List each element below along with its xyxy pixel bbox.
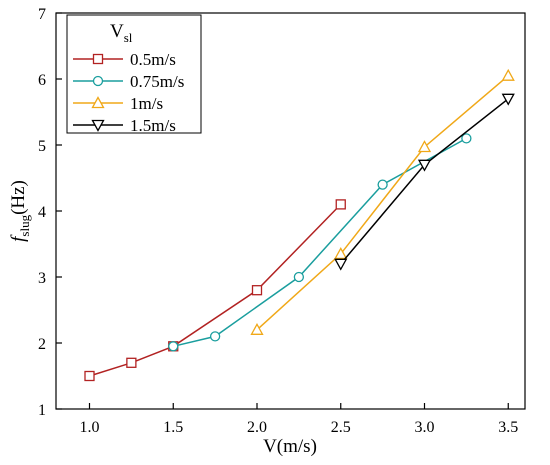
- legend-item: 1.5m/s: [73, 116, 176, 135]
- legend: Vsl 0.5m/s 0.75m/s 1m/s 1.5m/s: [66, 14, 202, 135]
- legend-label: 1m/s: [130, 94, 163, 113]
- series-0.75m/s: [168, 133, 472, 352]
- data-point-triangle-up: [334, 247, 348, 260]
- data-point-circle: [293, 271, 305, 283]
- series-line: [89, 203, 342, 377]
- legend-item: 1m/s: [73, 94, 163, 113]
- y-axis: 1 2 3 4 5 6 7: [38, 6, 62, 419]
- x-tick-label: 3.0: [415, 419, 435, 436]
- x-tick-label: 1.0: [80, 419, 100, 436]
- data-point-circle: [92, 75, 104, 87]
- series-line: [340, 98, 509, 265]
- y-axis-label-main: f: [8, 234, 29, 242]
- y-tick-label: 7: [38, 6, 46, 23]
- data-point-square: [251, 285, 263, 296]
- data-point-triangle-up: [417, 140, 432, 153]
- data-point-circle: [168, 341, 179, 352]
- data-point-square: [92, 53, 104, 65]
- y-axis-label-unit: (Hz): [8, 180, 29, 215]
- data-point-square: [335, 199, 346, 210]
- x-tick-label: 1.5: [163, 419, 183, 436]
- y-axis-label-subscript: slug: [17, 214, 32, 236]
- legend-title: Vsl: [110, 21, 133, 45]
- x-axis-label: V(m/s): [263, 436, 317, 457]
- legend-label: 0.75m/s: [130, 72, 184, 91]
- x-tick-label: 2.0: [247, 419, 267, 436]
- legend-item: 0.5m/s: [73, 50, 176, 69]
- y-tick-label: 3: [38, 270, 46, 287]
- data-point-triangle-up: [91, 96, 105, 109]
- data-point-square: [84, 370, 95, 382]
- legend-title-main: V: [110, 21, 124, 42]
- data-point-triangle-down: [91, 119, 105, 132]
- y-tick-label: 1: [38, 402, 46, 419]
- series-line: [173, 137, 467, 348]
- legend-label: 1.5m/s: [130, 116, 176, 135]
- y-tick-label: 2: [38, 336, 46, 353]
- data-point-circle: [377, 179, 388, 190]
- data-point-square: [126, 357, 137, 368]
- data-point-circle: [461, 133, 472, 144]
- data-point-triangle-up: [501, 68, 515, 81]
- legend-items: 0.5m/s 0.75m/s 1m/s 1.5m/s: [73, 50, 184, 135]
- data-point-triangle-down: [334, 258, 348, 271]
- series-1.5m/s: [334, 93, 515, 271]
- data-point-circle: [209, 331, 221, 342]
- legend-title-subscript: sl: [124, 30, 133, 45]
- data-point-triangle-up: [250, 322, 264, 335]
- legend-label: 0.5m/s: [130, 50, 176, 69]
- y-tick-label: 4: [38, 204, 46, 221]
- data-point-triangle-down: [501, 93, 515, 106]
- y-tick-label: 6: [38, 72, 46, 89]
- data-point-triangle-down: [417, 159, 432, 172]
- series-1m/s: [250, 68, 515, 335]
- y-tick-label: 5: [38, 138, 46, 155]
- x-tick-label: 3.5: [498, 419, 518, 436]
- series-layer: [84, 68, 515, 382]
- x-axis: 1.0 1.5 2.0 2.5 3.0 3.5: [80, 403, 518, 436]
- series-line: [256, 75, 509, 331]
- series-0.5m/s: [84, 199, 346, 382]
- legend-box: [66, 14, 202, 134]
- legend-item: 0.75m/s: [73, 72, 184, 91]
- x-tick-label: 2.5: [331, 419, 351, 436]
- y-axis-label: fslug(Hz): [8, 180, 32, 242]
